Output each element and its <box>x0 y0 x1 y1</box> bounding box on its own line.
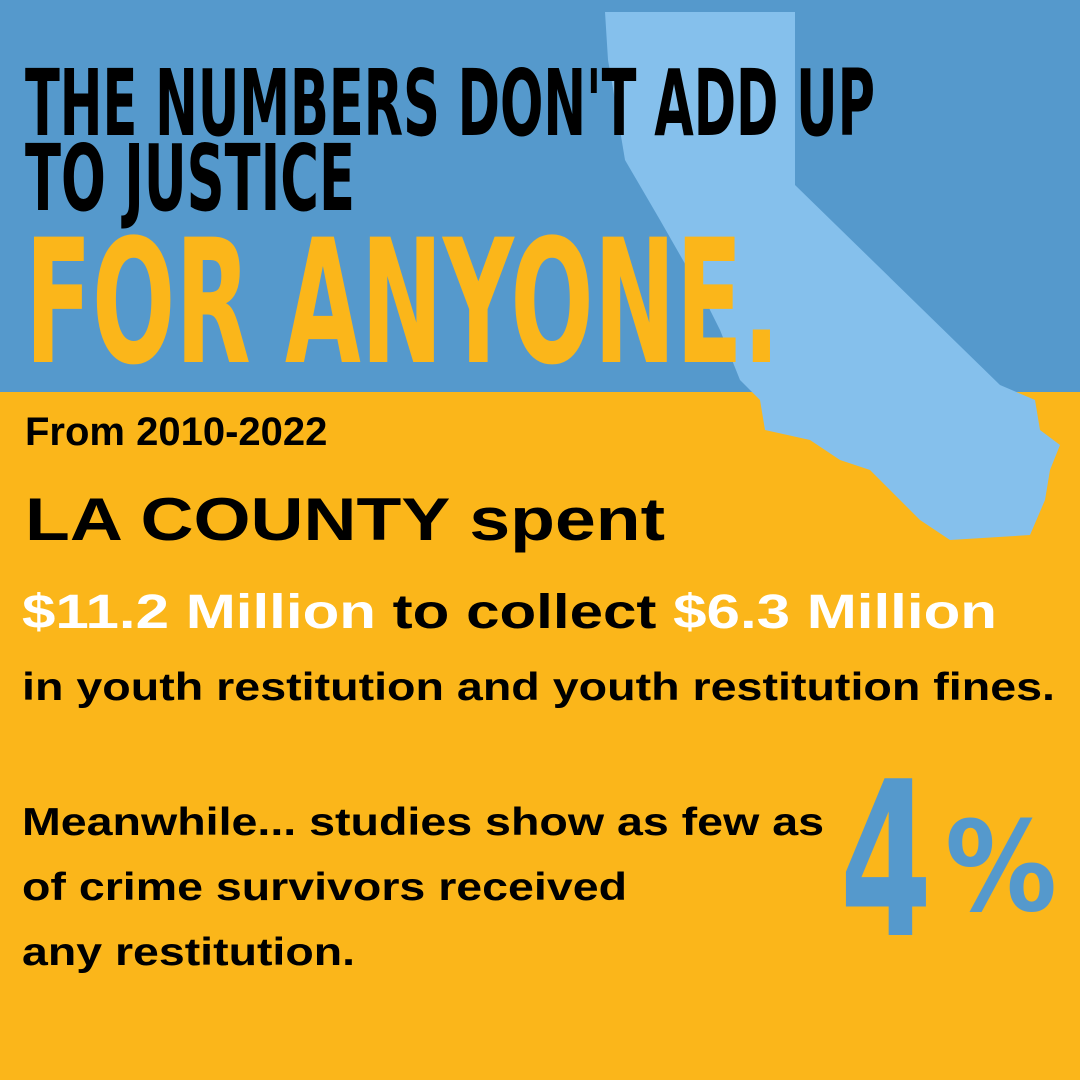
bottom-background <box>0 392 1080 1080</box>
subject: LA COUNTY spent <box>25 486 665 553</box>
context: in youth restitution and youth restituti… <box>22 666 1055 709</box>
spending-line: $11.2 Million to collect $6.3 Million <box>22 586 997 639</box>
percent-sign: % <box>945 795 1057 940</box>
headline-line: THE NUMBERS DON'T ADD UP <box>25 50 875 157</box>
headline-emphasis: FOR ANYONE. <box>25 202 780 403</box>
connector: to collect <box>376 586 673 639</box>
note-line: of crime survivors received <box>22 866 627 909</box>
spent-amount: $11.2 Million <box>22 586 376 639</box>
collected-amount: $6.3 Million <box>673 586 997 639</box>
note-line: any restitution. <box>22 931 355 974</box>
period: From 2010-2022 <box>25 410 327 454</box>
note-line: Meanwhile... studies show as few as <box>22 801 824 844</box>
headline-line: TO JUSTICE <box>25 125 355 232</box>
california-map <box>605 12 1060 540</box>
percent-number: 4 <box>840 735 932 986</box>
